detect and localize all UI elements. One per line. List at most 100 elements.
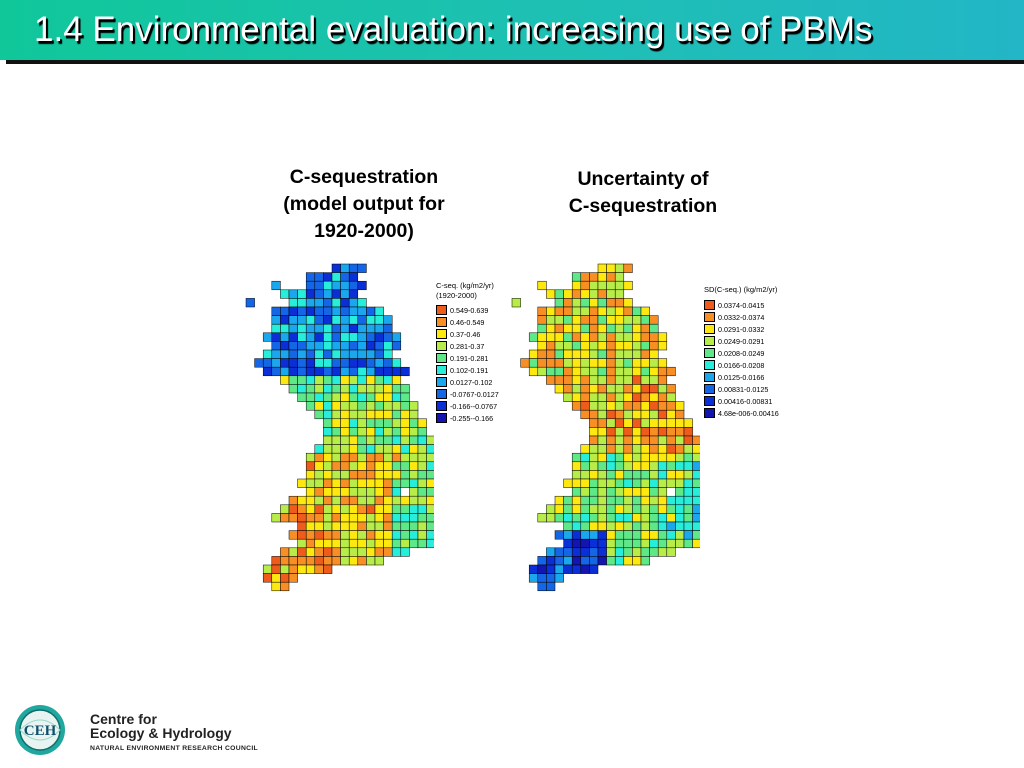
map-cell [271, 280, 281, 291]
map-cell [606, 513, 616, 523]
map-cell [657, 427, 668, 437]
map-cell [640, 323, 650, 334]
map-cell [391, 478, 402, 488]
map-cell [305, 366, 316, 377]
caption-line: C-sequestration [568, 195, 718, 217]
map-cell [323, 401, 333, 411]
map-cell [417, 461, 427, 471]
map-cell [580, 547, 590, 557]
map-cell [623, 452, 633, 463]
map-cell [348, 556, 359, 566]
map-cell [374, 392, 384, 402]
map-cell [571, 323, 582, 334]
map-cell [409, 452, 419, 463]
map-cell [305, 470, 316, 480]
map-cell [571, 504, 582, 514]
legend-item: -0.0767-0.0127 [436, 388, 499, 400]
map-cell [340, 452, 350, 463]
map-cell [426, 495, 434, 506]
map-cell [675, 470, 685, 480]
map-cell [374, 556, 384, 566]
map-cell [297, 349, 307, 359]
map-cell [297, 530, 307, 540]
map-cell [374, 341, 384, 351]
map-cell [409, 418, 419, 428]
map-cell [366, 461, 376, 471]
map-cell [348, 272, 359, 282]
map-cell [357, 401, 367, 411]
map-cell [683, 470, 693, 480]
map-cell [391, 444, 402, 454]
map-cell [314, 272, 324, 282]
legend-item: 4.68e-006-0.00416 [704, 407, 779, 419]
map-cell [383, 349, 393, 359]
map-cell [537, 323, 547, 334]
map-cell [426, 513, 434, 523]
map-cell [640, 409, 650, 420]
map-cell [323, 521, 333, 531]
map-cell [632, 478, 642, 488]
map-cell [589, 452, 599, 463]
map-cell [417, 452, 427, 463]
map-cell [675, 418, 685, 428]
map-cell [606, 323, 616, 334]
map-cell [366, 409, 376, 420]
map-cell [314, 306, 324, 316]
map-cell [417, 478, 427, 488]
map-cell [571, 280, 582, 291]
map-cell [391, 401, 402, 411]
map-cell [314, 538, 324, 549]
map-cell [597, 384, 607, 394]
map-cell [614, 513, 625, 523]
map-cell [666, 444, 676, 454]
map-cell [563, 349, 573, 359]
map-cell [580, 504, 590, 514]
map-cell [323, 332, 333, 342]
map-cell [640, 341, 650, 351]
map-cell [597, 547, 607, 557]
map-cell [383, 470, 393, 480]
map-cell [606, 470, 616, 480]
map-cell [632, 427, 642, 437]
map-cell [640, 392, 650, 402]
map-cell [546, 315, 556, 325]
map-cell [288, 341, 298, 351]
map-cell [305, 280, 316, 291]
map-cell [305, 332, 316, 342]
map-cell [571, 401, 582, 411]
map-cell [614, 521, 625, 531]
map-cell [675, 409, 685, 420]
map-cell [297, 384, 307, 394]
map-cell [597, 478, 607, 488]
map-cell [280, 349, 290, 359]
map-cell [632, 409, 642, 420]
map-cell [331, 495, 341, 506]
map-cell [314, 461, 324, 471]
map-cell [357, 504, 367, 514]
map-cell [589, 332, 599, 342]
map-cell [683, 418, 693, 428]
map-cell [288, 556, 298, 566]
map-cell [383, 521, 393, 531]
map-cell [580, 530, 590, 540]
map-cell [597, 556, 607, 566]
map-cell [357, 538, 367, 549]
map-cell [537, 581, 547, 592]
map-cell [297, 495, 307, 506]
map-cell [606, 461, 616, 471]
map-cell [597, 495, 607, 506]
map-cell [606, 306, 616, 316]
map-cell [649, 461, 659, 471]
map-cell [323, 487, 333, 497]
map-cell [297, 513, 307, 523]
map-cell [357, 409, 367, 420]
map-cell [640, 452, 650, 463]
map-cell [314, 504, 324, 514]
map-cell [632, 556, 642, 566]
map-cell [537, 556, 547, 566]
map-cell [554, 349, 564, 359]
map-cell [340, 427, 350, 437]
map-cell [348, 289, 359, 299]
map-cell [366, 487, 376, 497]
map-cell [537, 306, 547, 316]
